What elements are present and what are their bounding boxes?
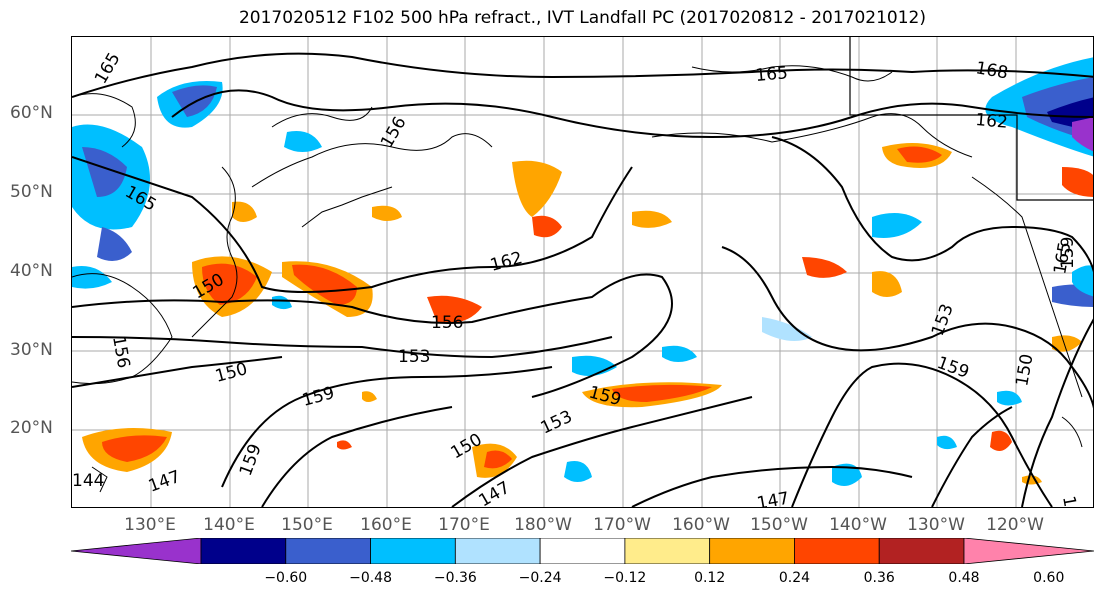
colorbar-segment (878, 538, 965, 564)
contour-label: 168 (974, 58, 1009, 83)
colorbar-tick-label: −0.48 (349, 570, 392, 586)
contour-label: 147 (755, 489, 790, 508)
contour-label: 150 (1012, 352, 1037, 387)
colorbar-segment (794, 538, 880, 564)
borders (849, 37, 1093, 201)
colorbar-segment (285, 538, 371, 564)
lon-label: 120°W (986, 515, 1044, 535)
colorbar-tick-label: 0.60 (1033, 570, 1065, 586)
colorbar-tick-label: −0.12 (603, 570, 647, 586)
map-title: 2017020512 F102 500 hPa refract., IVT La… (238, 8, 926, 28)
colorbar-segment (709, 538, 795, 564)
negative-shading (72, 57, 1093, 486)
lon-label: 150°E (281, 515, 333, 535)
contour-label: 147 (476, 478, 514, 508)
lon-label: 170°W (593, 515, 651, 535)
contour-labels: 165 165 165 168 162 156 165 162 156 153 … (72, 49, 1083, 508)
colorbar-segment (454, 538, 541, 564)
contour-label: 156 (431, 313, 463, 333)
colorbar-tick-label: 0.48 (948, 570, 980, 586)
lat-label: 50°N (10, 182, 53, 202)
contour-label: 156 (377, 113, 411, 151)
contour-label: 165 (755, 63, 789, 86)
lon-label: 150°W (750, 515, 808, 535)
lat-label: 20°N (10, 418, 53, 438)
contour-label: 159 (300, 383, 337, 411)
lon-label: 130°W (907, 515, 965, 535)
contour-label: 162 (975, 110, 1009, 133)
contour-label: 156 (108, 334, 133, 369)
contour-label: 153 (398, 347, 430, 367)
colorbar-extend-high (963, 538, 1094, 564)
colorbar-extend-low (71, 538, 202, 564)
contour-label: 159 (236, 441, 266, 478)
colorbar-tick-label: −0.24 (518, 570, 562, 586)
lat-label: 60°N (10, 103, 53, 123)
colorbar-segment (539, 538, 626, 564)
contour-label: 159 (1058, 237, 1078, 269)
lon-label: 140°W (829, 515, 887, 535)
lon-label: 130°E (124, 515, 176, 535)
colorbar-tick-label: 0.36 (863, 570, 895, 586)
colorbar-tick-label: 0.12 (694, 570, 726, 586)
lon-label: 170°E (438, 515, 490, 535)
coastlines (72, 65, 1083, 493)
colorbar-tick-label: −0.36 (433, 570, 477, 586)
colorbar-tick-label: 0.24 (778, 570, 811, 586)
colorbar-segment (624, 538, 711, 564)
contour-label: 147 (1058, 494, 1083, 508)
contour-label: 162 (488, 248, 525, 276)
colorbar-segment (200, 538, 287, 564)
contours (72, 52, 1093, 507)
contour-label: 159 (934, 353, 971, 383)
lon-label: 140°E (203, 515, 255, 535)
colorbar-segment (370, 538, 456, 564)
lat-label: 30°N (10, 340, 53, 360)
contour-label: 153 (538, 407, 576, 439)
colorbar-tick-label: −0.60 (264, 570, 308, 586)
lon-label: 180°W (514, 515, 572, 535)
colorbar (71, 538, 1094, 564)
map-canvas: 165 165 165 168 162 156 165 162 156 153 … (72, 37, 1093, 508)
map-panel: 165 165 165 168 162 156 165 162 156 153 … (71, 36, 1094, 508)
positive-shading (82, 143, 1093, 485)
contour-label: 144 (72, 471, 104, 491)
lon-label: 160°W (672, 515, 730, 535)
contour-label: 153 (928, 301, 958, 338)
lat-label: 40°N (10, 261, 53, 281)
lon-label: 160°E (360, 515, 412, 535)
